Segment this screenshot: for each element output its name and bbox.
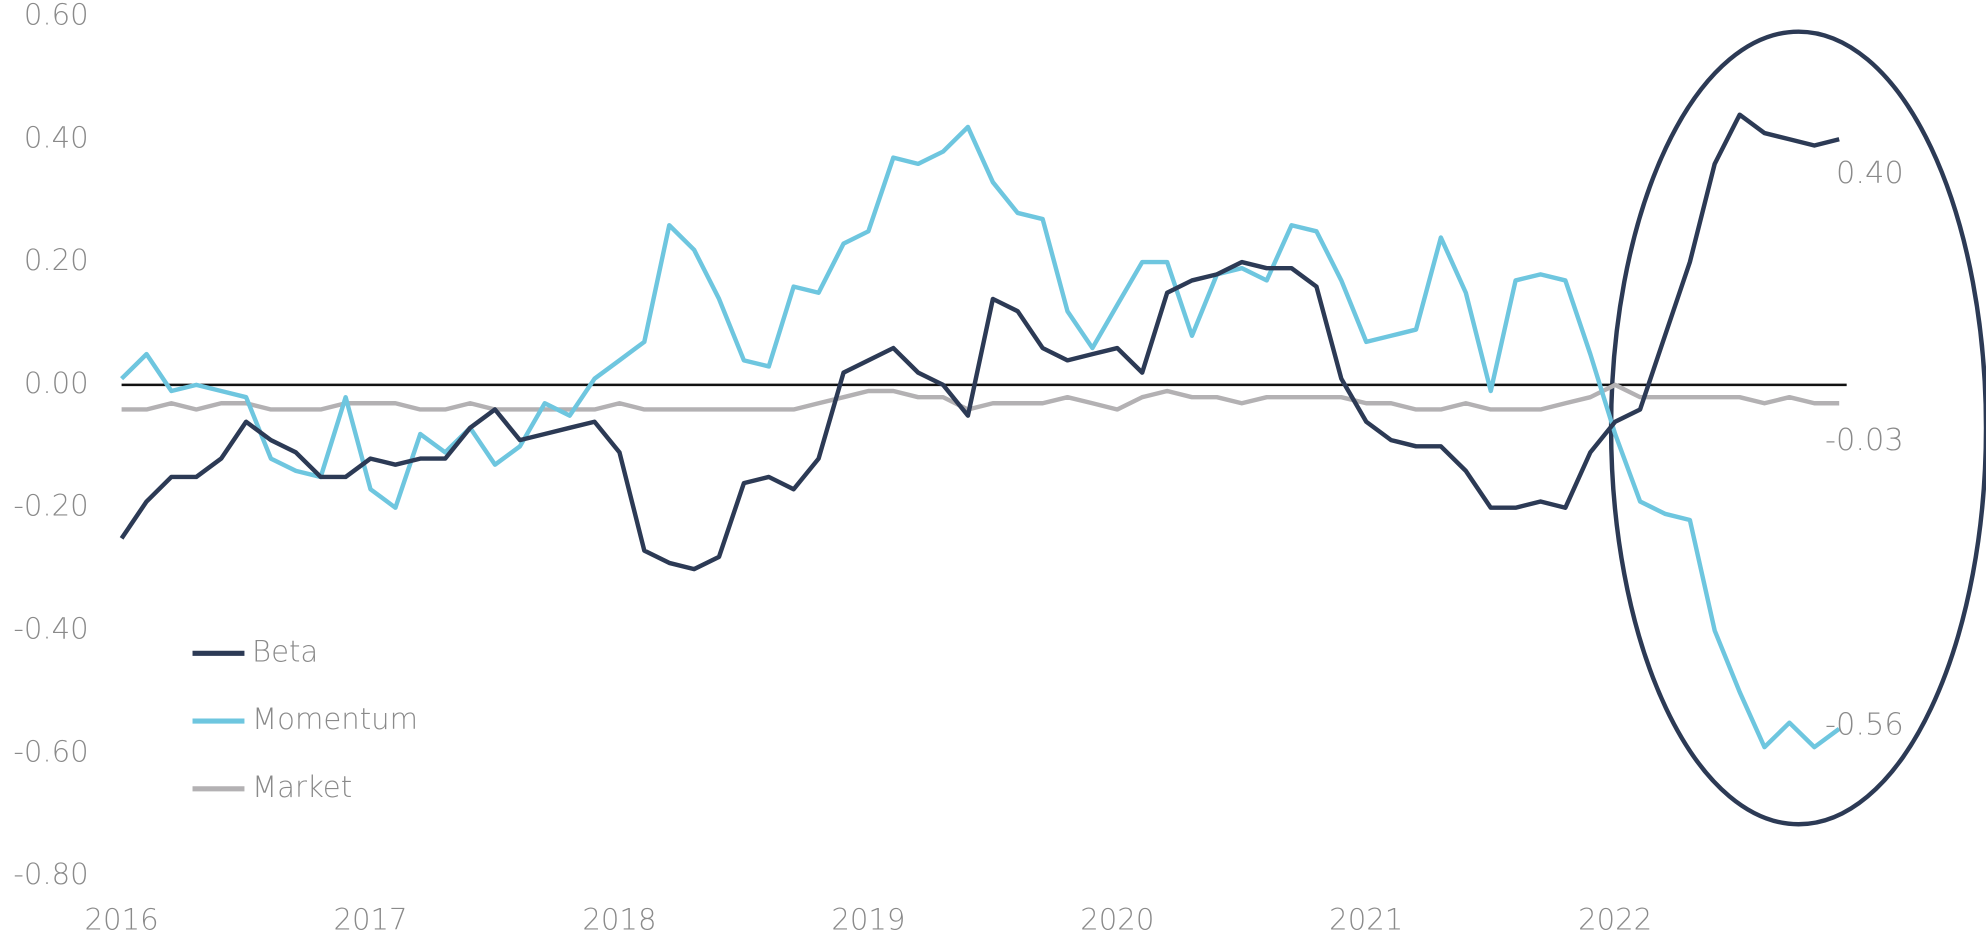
y-tick-label: 0.60 (24, 0, 89, 31)
end-label: -0.03 (1825, 423, 1904, 458)
y-tick-label: -0.20 (13, 489, 88, 523)
y-tick-label: 0.20 (24, 243, 89, 277)
y-tick-label: -0.80 (13, 857, 88, 891)
x-tick-label: 2016 (85, 903, 159, 937)
y-tick-label: 0.40 (24, 120, 89, 154)
y-tick-label: 0.00 (24, 366, 89, 400)
x-tick-label: 2021 (1329, 903, 1403, 937)
legend-label: Market (252, 770, 352, 804)
end-label: -0.56 (1825, 708, 1904, 743)
y-tick-label: -0.60 (13, 734, 88, 768)
y-tick-label: -0.40 (13, 612, 88, 646)
legend-label: Beta (252, 634, 318, 668)
series-line (121, 382, 1840, 412)
x-tick-label: 2019 (831, 903, 905, 937)
series-line (119, 112, 1840, 572)
highlight-ellipse (1608, 29, 1986, 827)
end-label: 0.40 (1836, 156, 1904, 191)
x-tick-label: 2022 (1578, 903, 1652, 937)
x-tick-label: 2020 (1080, 903, 1154, 937)
legend-label: Momentum (252, 702, 418, 736)
x-tick-label: 2017 (333, 903, 407, 937)
x-tick-label: 2018 (582, 903, 656, 937)
series-line (120, 124, 1841, 750)
